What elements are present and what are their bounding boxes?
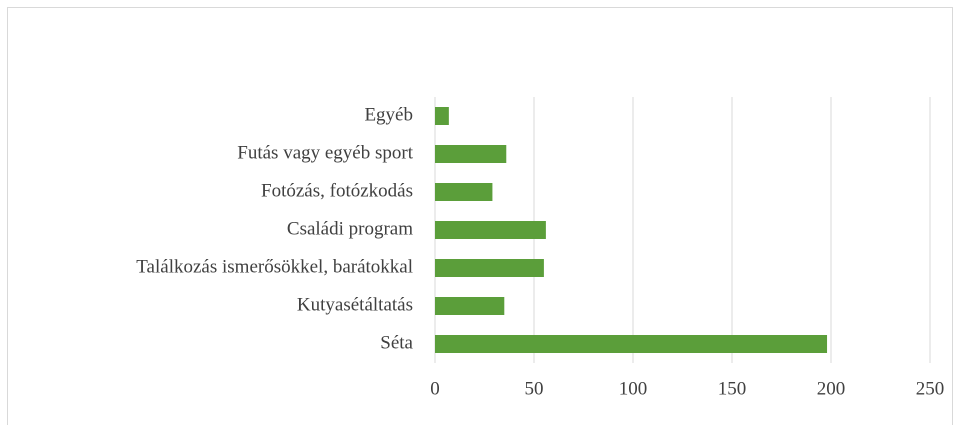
x-tick-label: 50	[525, 378, 544, 399]
bar	[435, 145, 507, 163]
chart-frame	[7, 7, 953, 425]
x-tick-label: 100	[619, 378, 648, 399]
bar	[435, 297, 505, 315]
x-tick-label: 150	[718, 378, 747, 399]
bar	[435, 183, 493, 201]
bar	[435, 221, 546, 239]
x-tick-label: 0	[430, 378, 440, 399]
x-tick-label: 250	[916, 378, 945, 399]
x-tick-label: 200	[817, 378, 846, 399]
bar	[435, 107, 449, 125]
y-tick-label: Futás vagy egyéb sport	[237, 142, 413, 163]
y-tick-label: Séta	[380, 332, 413, 353]
bar	[435, 259, 544, 277]
y-tick-label: Családi program	[287, 218, 413, 239]
bar	[435, 335, 828, 353]
y-tick-label: Fotózás, fotózkodás	[261, 180, 413, 201]
y-tick-label: Egyéb	[364, 104, 413, 125]
y-tick-label: Kutyasétáltatás	[297, 294, 413, 315]
y-tick-label: Találkozás ismerősökkel, barátokkal	[136, 256, 413, 277]
